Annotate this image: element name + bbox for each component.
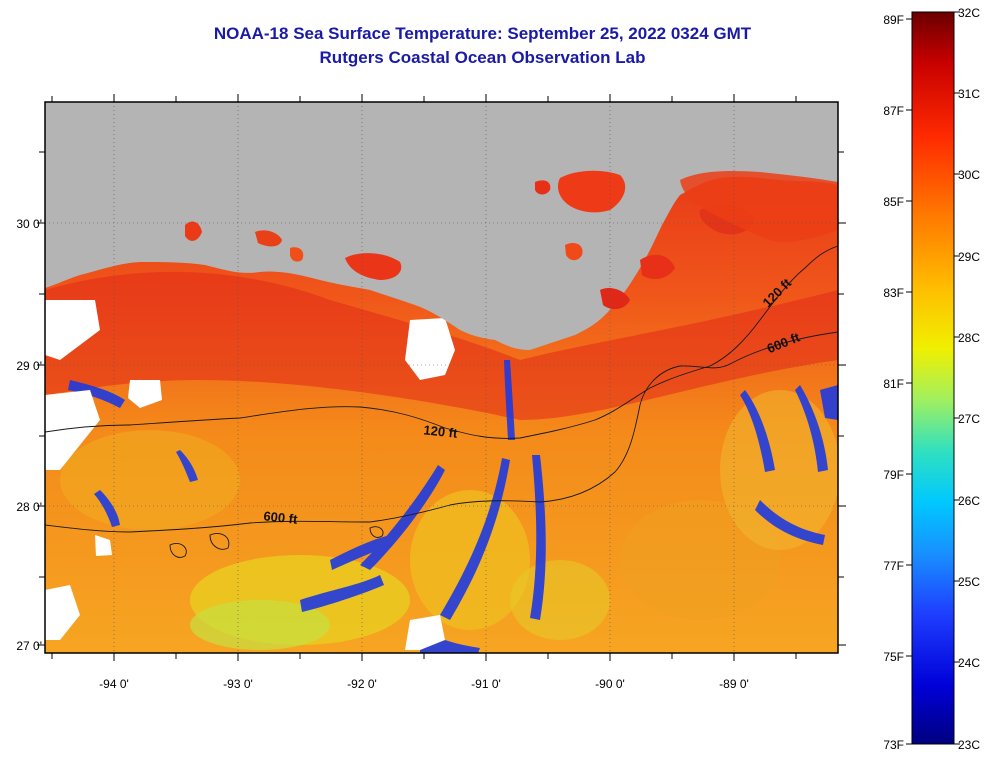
lon-label: -94 0' <box>99 677 129 691</box>
lat-label: 27 0' <box>16 639 42 653</box>
celsius-label: 29C <box>958 250 980 264</box>
fahrenheit-label: 87F <box>883 104 904 118</box>
contour-600ft <box>45 331 838 533</box>
celsius-label: 25C <box>958 575 980 589</box>
fahrenheit-label: 85F <box>883 195 904 209</box>
colorbar-celsius-labels: 32C 31C 30C 29C 28C 27C 26C 25C 24C 23C <box>958 6 980 752</box>
contour-120ft <box>45 245 838 439</box>
temperature-colorbar <box>911 11 955 745</box>
celsius-label: 27C <box>958 412 980 426</box>
lat-label: 29 0' <box>16 359 42 373</box>
map-frame <box>44 101 839 654</box>
lon-label: -89 0' <box>719 677 749 691</box>
contour-label-120ft-west: 120 ft <box>423 422 459 441</box>
celsius-label: 28C <box>958 331 980 345</box>
lon-label: -90 0' <box>595 677 625 691</box>
depth-contours <box>45 245 838 558</box>
cool-streaks <box>68 360 838 653</box>
map-title: NOAA-18 Sea Surface Temperature: Septemb… <box>213 24 752 43</box>
celsius-label: 23C <box>958 738 980 752</box>
lon-label: -91 0' <box>471 677 501 691</box>
lon-label: -92 0' <box>347 677 377 691</box>
fahrenheit-label: 83F <box>883 286 904 300</box>
celsius-label: 30C <box>958 168 980 182</box>
lat-label: 28 0' <box>16 500 42 514</box>
land-mass <box>45 102 838 350</box>
longitude-labels: -94 0' -93 0' -92 0' -91 0' -90 0' -89 0… <box>99 677 749 691</box>
fahrenheit-label: 73F <box>883 738 904 752</box>
celsius-label: 24C <box>958 656 980 670</box>
graticule <box>45 102 838 653</box>
contour-label-600ft-west: 600 ft <box>263 508 299 527</box>
fahrenheit-label: 81F <box>883 377 904 391</box>
map-subtitle: Rutgers Coastal Ocean Observation Lab <box>319 48 646 67</box>
colorbar-ticks <box>906 11 960 745</box>
latitude-labels: 30 0' 29 0' 28 0' 27 0' <box>16 217 42 653</box>
fahrenheit-label: 77F <box>883 559 904 573</box>
celsius-label: 26C <box>958 494 980 508</box>
fahrenheit-label: 89F <box>883 13 904 27</box>
fahrenheit-label: 75F <box>883 650 904 664</box>
fahrenheit-label: 79F <box>883 468 904 482</box>
colorbar-fahrenheit-labels: 89F 87F 85F 83F 81F 79F 77F 75F 73F <box>883 13 904 752</box>
cloud-patches <box>45 300 455 650</box>
lat-label: 30 0' <box>16 217 42 231</box>
celsius-label: 32C <box>958 6 980 20</box>
tick-marks <box>37 94 846 661</box>
lon-label: -93 0' <box>223 677 253 691</box>
celsius-label: 31C <box>958 87 980 101</box>
